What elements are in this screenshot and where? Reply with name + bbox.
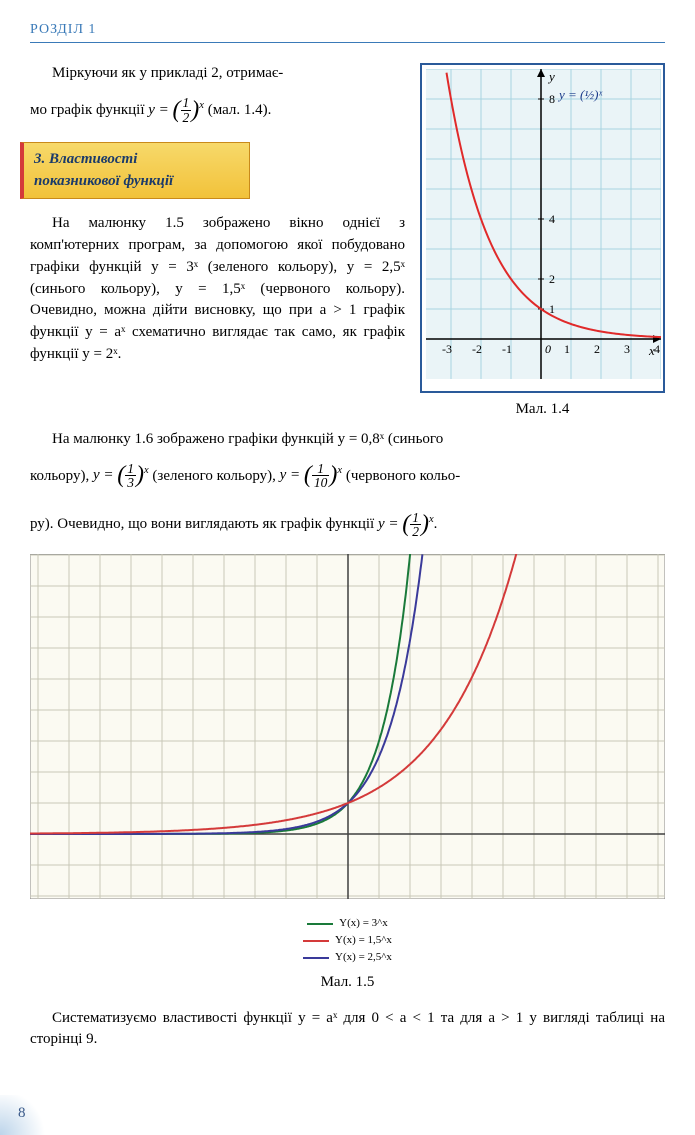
paragraph-4: Систематизуємо властивості функції y = a… (30, 1008, 665, 1052)
svg-text:y = (½)ˣ: y = (½)ˣ (557, 87, 602, 102)
paragraph-3c: ру). Очевидно, що вони виглядають як гра… (30, 507, 665, 542)
svg-text:-2: -2 (472, 342, 482, 356)
svg-text:2: 2 (549, 272, 555, 286)
svg-text:3: 3 (624, 342, 630, 356)
svg-text:4: 4 (654, 342, 660, 356)
p3e-text: ру). Очевидно, що вони виглядають як гра… (30, 516, 378, 532)
paragraph-3a: На малюнку 1.6 зображено графіки функцій… (30, 429, 665, 451)
legend-label-1: Y(x) = 1,5^x (335, 933, 392, 949)
paragraph-2: На малюнку 1.5 зображено вікно однієї з … (30, 213, 405, 365)
page-number: 8 (18, 1103, 26, 1125)
p1a-text: Міркуючи як у прикладі 2, отримає- (52, 65, 283, 81)
section-num: 3. (34, 151, 45, 167)
p1c-text: (мал. 1.4). (208, 102, 272, 118)
top-section: Міркуючи як у прикладі 2, отримає- мо гр… (30, 63, 665, 421)
section-heading-box: 3. Властивості показникової функції (20, 142, 250, 200)
paragraph-1a: Міркуючи як у прикладі 2, отримає- (30, 63, 405, 85)
figure-1-4-chart: -3-2-1012341248xyy = (½)ˣ (426, 69, 661, 379)
legend-line-0 (307, 923, 333, 925)
figure-1-5-box: Y(x) = 3^x Y(x) = 1,5^x Y(x) = 2,5^x Мал… (30, 554, 665, 993)
p3f-text: . (434, 516, 438, 532)
right-column: -3-2-1012341248xyy = (½)ˣ Мал. 1.4 (420, 63, 665, 421)
svg-text:-1: -1 (502, 342, 512, 356)
figure-1-4-box: -3-2-1012341248xyy = (½)ˣ (420, 63, 665, 393)
figure-1-5-legend: Y(x) = 3^x Y(x) = 1,5^x Y(x) = 2,5^x (30, 915, 665, 966)
paragraph-1b: мо графік функції y = (12)x (мал. 1.4). (30, 93, 405, 128)
svg-text:0: 0 (545, 342, 551, 356)
svg-text:1: 1 (564, 342, 570, 356)
svg-text:2: 2 (594, 342, 600, 356)
svg-text:4: 4 (549, 212, 555, 226)
svg-text:-3: -3 (442, 342, 452, 356)
formula-half-x-2: y = (12)x (378, 516, 434, 532)
p3a-text: На малюнку 1.6 зображено графіки функцій… (52, 431, 443, 447)
p1b-text: мо графік функції (30, 102, 148, 118)
section-title-a: Властивості (49, 151, 137, 167)
legend-line-2 (303, 957, 329, 959)
legend-row-0: Y(x) = 3^x (307, 916, 388, 932)
svg-text:y: y (547, 69, 555, 84)
header-title: РОЗДІЛ 1 (30, 22, 96, 37)
legend-label-0: Y(x) = 3^x (339, 916, 388, 932)
figure-1-4-caption: Мал. 1.4 (420, 399, 665, 421)
figure-1-5-chart (30, 554, 665, 899)
formula-half-x: y = (12)x (148, 102, 204, 118)
legend-label-2: Y(x) = 2,5^x (335, 950, 392, 966)
p3b-text: кольору), (30, 467, 93, 483)
formula-third-x: y = (13)x (93, 467, 149, 483)
left-column: Міркуючи як у прикладі 2, отримає- мо гр… (30, 63, 405, 421)
legend-row-1: Y(x) = 1,5^x (303, 933, 392, 949)
section-header: РОЗДІЛ 1 (30, 20, 665, 43)
p3c-text: (зеленого кольору), (152, 467, 279, 483)
svg-text:x: x (648, 343, 655, 358)
section-title-b: показникової функції (34, 173, 173, 189)
formula-tenth-x: y = (110)x (280, 467, 342, 483)
paragraph-3b: кольору), y = (13)x (зеленого кольору), … (30, 459, 665, 494)
legend-line-1 (303, 940, 329, 942)
figure-1-5-caption: Мал. 1.5 (30, 972, 665, 994)
p3d-text: (червоного кольо- (346, 467, 460, 483)
legend-row-2: Y(x) = 2,5^x (303, 950, 392, 966)
svg-text:8: 8 (549, 92, 555, 106)
